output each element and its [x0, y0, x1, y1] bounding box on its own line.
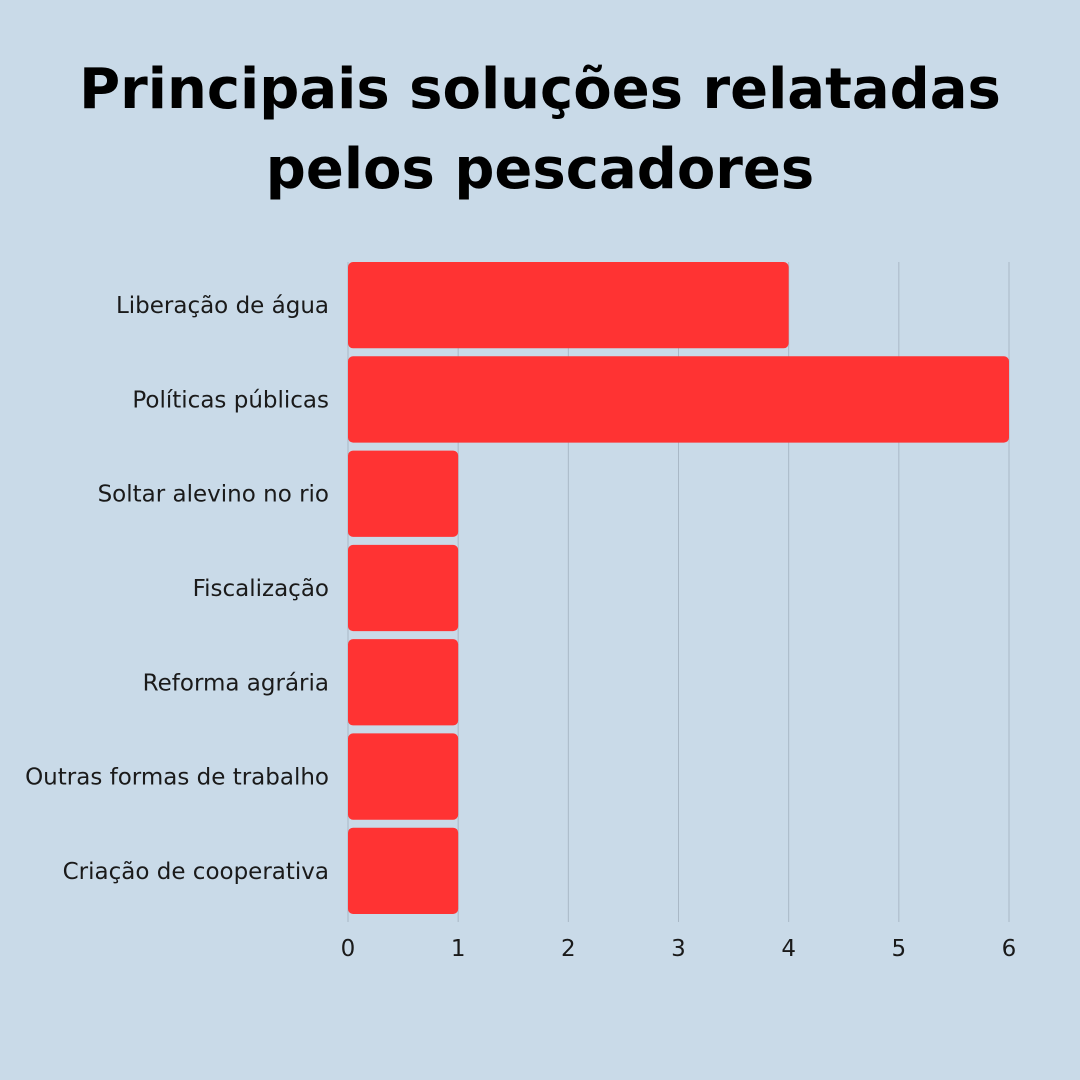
- bars: [348, 262, 1009, 914]
- bar: [348, 733, 459, 820]
- category-label: Soltar alevino no rio: [98, 482, 329, 508]
- bar: [348, 827, 459, 914]
- bar: [348, 639, 459, 726]
- x-tick-label: 3: [671, 936, 686, 962]
- chart-title: Principais soluções relatadas pelos pesc…: [0, 50, 1080, 210]
- x-tick-label: 2: [561, 936, 576, 962]
- category-label: Fiscalização: [193, 576, 329, 602]
- x-tick-label: 4: [781, 936, 796, 962]
- bar: [348, 356, 1009, 443]
- x-tick-label: 6: [1002, 936, 1017, 962]
- category-label: Liberação de água: [116, 293, 329, 319]
- category-label: Criação de cooperativa: [63, 859, 329, 885]
- bar: [348, 544, 459, 632]
- category-label: Políticas públicas: [132, 387, 329, 413]
- chart-title-line-2: pelos pescadores: [265, 137, 815, 202]
- x-axis-ticks: 0 1 2 3 4 5 6: [341, 936, 1017, 962]
- category-labels: Liberação de água Políticas públicas Solta…: [25, 293, 329, 885]
- x-tick-label: 5: [892, 936, 907, 962]
- bar: [348, 262, 789, 349]
- category-label: Outras formas de trabalho: [25, 765, 329, 791]
- bar: [348, 450, 459, 537]
- x-tick-label: 0: [341, 936, 356, 962]
- category-label: Reforma agrária: [143, 670, 329, 696]
- chart-title-line-1: Principais soluções relatadas: [79, 57, 1001, 122]
- x-tick-label: 1: [451, 936, 466, 962]
